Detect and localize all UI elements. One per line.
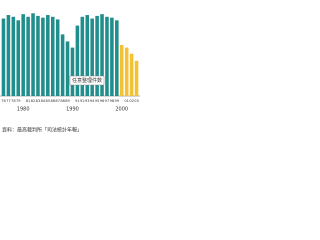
annotation: 任意整理件数 xyxy=(72,77,102,84)
x-tick-label: 03 xyxy=(134,99,139,103)
bar xyxy=(21,14,25,96)
bar xyxy=(31,13,35,97)
x-tick-label: 01 xyxy=(124,99,129,103)
x-tick-label: 81 xyxy=(26,99,31,103)
x-tick-label: 93 xyxy=(85,99,90,103)
x-tick-label: 2000 xyxy=(115,107,128,113)
x-tick-label: 86 xyxy=(50,99,55,103)
x-tick-label: 76 xyxy=(1,99,6,103)
bar xyxy=(65,41,70,96)
bar xyxy=(70,47,75,96)
bar xyxy=(50,16,55,96)
x-tick-label: 98 xyxy=(110,99,115,103)
x-tick-label: 91 xyxy=(75,99,80,103)
bar xyxy=(80,16,85,96)
x-tick-label: 87 xyxy=(55,99,60,103)
x-tick-label: 89 xyxy=(65,99,70,103)
bar xyxy=(100,14,104,96)
bar xyxy=(124,47,129,96)
bar xyxy=(95,15,99,97)
bar xyxy=(129,53,134,96)
bar xyxy=(1,18,6,97)
x-tick-label: 78 xyxy=(11,99,16,103)
background xyxy=(0,0,140,140)
bar xyxy=(134,60,139,96)
bar xyxy=(90,18,94,97)
bar xyxy=(46,15,50,96)
x-tick-label: 95 xyxy=(95,99,100,103)
bar xyxy=(16,20,21,96)
x-tick-label: 85 xyxy=(46,99,51,103)
bar xyxy=(105,16,109,96)
x-tick-label: 88 xyxy=(60,99,65,103)
x-tick-label: 99 xyxy=(115,99,120,103)
x-tick-label: 82 xyxy=(31,99,36,103)
x-tick-label: 84 xyxy=(41,99,46,103)
bar xyxy=(119,44,124,96)
bar xyxy=(55,19,60,96)
bar xyxy=(115,20,119,96)
bar xyxy=(26,16,30,96)
annotation-box xyxy=(69,75,105,86)
x-tick-label: 1990 xyxy=(66,107,79,113)
x-tick-label: 92 xyxy=(80,99,85,103)
x-tick-label: 83 xyxy=(36,99,41,103)
bar xyxy=(11,16,16,96)
x-tick-label: 1980 xyxy=(17,107,30,113)
x-tick-label: 77 xyxy=(6,99,11,103)
bar xyxy=(6,15,11,96)
x-tick-label: 96 xyxy=(100,99,105,103)
x-tick-label: 94 xyxy=(90,99,95,103)
bar xyxy=(41,17,45,96)
x-tick-label: 97 xyxy=(105,99,110,103)
bar xyxy=(36,15,40,97)
bar xyxy=(110,17,114,96)
x-tick-label: 02 xyxy=(129,99,134,103)
bar xyxy=(85,15,90,96)
source-note: 資料：最高裁判所「司法統計年報」 xyxy=(2,127,82,134)
bar xyxy=(60,34,65,96)
x-tick-label: 79 xyxy=(16,99,21,103)
bar xyxy=(75,25,80,97)
